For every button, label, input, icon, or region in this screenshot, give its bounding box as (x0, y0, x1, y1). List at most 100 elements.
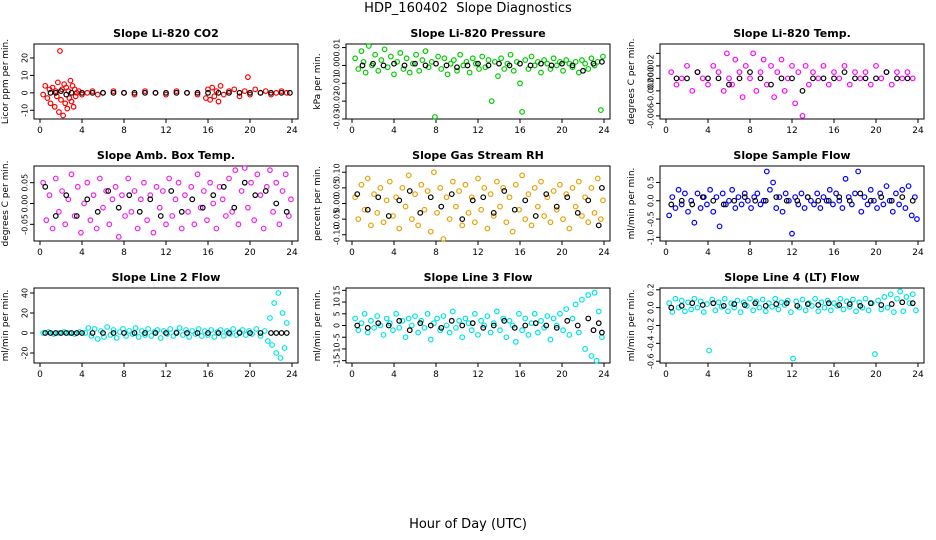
data-point (497, 203, 503, 210)
reference-point (42, 183, 49, 190)
reference-point (63, 192, 70, 199)
reference-point (599, 184, 605, 191)
y-tick-label: 0.10 (333, 163, 342, 181)
data-point (191, 221, 198, 228)
data-point (104, 324, 111, 330)
data-point (365, 43, 372, 49)
x-tick-label: 0 (663, 126, 669, 136)
reference-point (448, 317, 455, 324)
x-tick-label: 4 (705, 370, 711, 380)
data-point (757, 201, 764, 208)
data-point (904, 69, 911, 76)
data-point (405, 172, 412, 179)
data-point (871, 197, 877, 204)
data-point (279, 188, 286, 194)
chart-panel-4: Slope Amb. Box Temp. degrees C per min. -0… (1, 149, 299, 258)
data-point (232, 167, 239, 174)
x-tick-label: 20 (870, 370, 882, 380)
reference-point (789, 75, 795, 82)
reference-point (115, 204, 122, 211)
reference-point (799, 87, 806, 94)
data-point (200, 188, 207, 194)
data-point (691, 219, 698, 226)
reference-point (52, 89, 59, 96)
reference-point (142, 330, 148, 336)
data-point (666, 212, 673, 219)
data-point (262, 88, 269, 94)
data-point (789, 62, 795, 69)
data-point (400, 66, 407, 72)
x-tick-label: 8 (747, 126, 753, 136)
reference-point (147, 196, 154, 203)
y-tick-label: 0.000 (647, 67, 656, 90)
data-point (700, 309, 707, 316)
data-point (881, 294, 888, 300)
data-point (678, 297, 685, 304)
data-point (383, 197, 390, 204)
reference-point (257, 89, 264, 96)
x-tick-label: 12 (472, 370, 483, 380)
y-tick-label: 0.5 (647, 176, 656, 189)
data-point (84, 89, 91, 96)
data-point (170, 333, 177, 339)
reference-point (511, 324, 518, 331)
data-point (799, 112, 806, 119)
data-point (550, 315, 557, 322)
data-point (487, 191, 494, 198)
data-point (403, 55, 410, 62)
reference-point (262, 188, 269, 194)
x-tick-label: 8 (433, 248, 439, 258)
data-point (751, 194, 758, 200)
data-point (802, 62, 809, 69)
data-point (166, 175, 173, 182)
data-point (408, 216, 415, 223)
data-point (825, 81, 832, 88)
data-point (773, 205, 780, 211)
data-point (588, 184, 595, 191)
reference-point (422, 62, 429, 69)
reference-point (273, 200, 280, 207)
data-point (585, 66, 592, 72)
y-tick-label: 0.01 (333, 39, 342, 57)
reference-point (867, 300, 874, 307)
reference-point (459, 322, 466, 329)
data-point (361, 310, 368, 317)
data-point (377, 184, 384, 191)
data-point (207, 96, 214, 103)
data-point (59, 188, 65, 194)
y-tick-label: -10 (333, 342, 342, 355)
x-tick-label: 16 (828, 370, 840, 380)
data-point (569, 64, 576, 71)
reference-point (215, 330, 222, 336)
data-point (488, 98, 495, 105)
data-point (712, 307, 719, 314)
x-tick-label: 24 (912, 126, 924, 136)
reference-point (595, 222, 602, 229)
data-point (352, 315, 359, 322)
data-point (106, 221, 113, 228)
data-point (740, 299, 747, 306)
plot-frame (659, 43, 925, 120)
data-point (867, 186, 874, 193)
data-point (204, 217, 210, 224)
data-point (763, 168, 770, 175)
x-axis-label: Hour of Day (UTC) (409, 517, 527, 532)
reference-point (438, 203, 445, 210)
data-point (737, 309, 744, 316)
data-point (563, 306, 570, 312)
reference-point (417, 320, 424, 327)
reference-point (89, 330, 96, 336)
data-point (141, 179, 147, 186)
reference-point (543, 191, 550, 198)
data-point (781, 87, 788, 94)
reference-point (136, 208, 143, 215)
y-tick-label: 0.0 (647, 194, 656, 207)
reference-point (815, 197, 822, 204)
data-point (454, 67, 460, 74)
reference-point (448, 191, 455, 198)
reference-point (438, 324, 445, 331)
chart-title: Slope Li-820 Pressure (410, 27, 545, 40)
data-point (70, 103, 77, 110)
data-point (850, 296, 856, 303)
reference-point (47, 330, 54, 336)
